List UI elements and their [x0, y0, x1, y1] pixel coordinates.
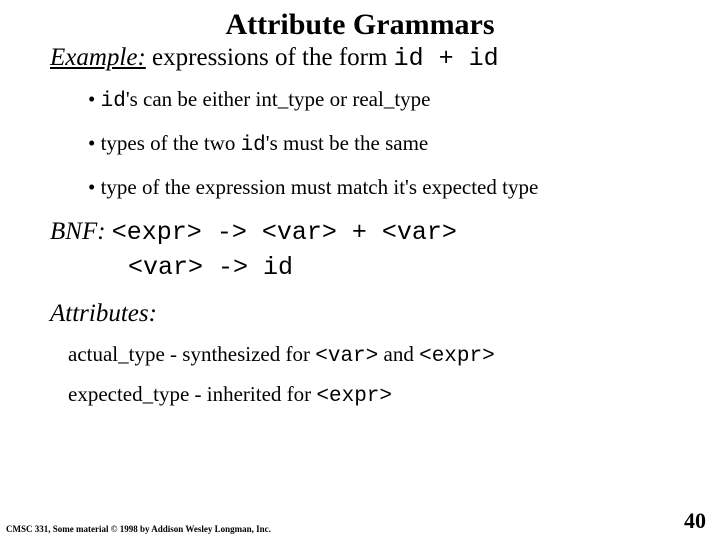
page-number: 40: [684, 508, 706, 534]
bnf-line1: <expr> -> <var> + <var>: [112, 218, 457, 247]
attributes-label: Attributes:: [50, 300, 670, 328]
bullet-code: id: [101, 90, 126, 113]
example-code: id + id: [394, 44, 499, 73]
bullet-prefix: • types of the two: [88, 131, 241, 155]
footer-copyright: CMSC 331, Some material © 1998 by Addiso…: [6, 524, 271, 534]
example-line: Example: expressions of the form id + id: [50, 44, 670, 73]
bullet-item: • id's can be either int_type or real_ty…: [88, 87, 670, 113]
attr1-code1: <var>: [315, 345, 378, 368]
bnf-label: BNF:: [50, 218, 106, 245]
bullet-item: • type of the expression must match it's…: [88, 175, 670, 200]
bullet-prefix: •: [88, 87, 101, 111]
attr1-text: actual_type - synthesized for: [68, 342, 315, 366]
bnf-line2: <var> -> id: [128, 253, 670, 282]
bnf-block: BNF: <expr> -> <var> + <var>: [50, 218, 670, 247]
example-text: expressions of the form: [146, 44, 394, 71]
attribute-line-1: actual_type - synthesized for <var> and …: [68, 342, 670, 368]
bullet-item: • types of the two id's must be the same: [88, 131, 670, 157]
bullet-list: • id's can be either int_type or real_ty…: [88, 87, 670, 200]
slide-title: Attribute Grammars: [50, 8, 670, 42]
bullet-rest: 's must be the same: [266, 131, 428, 155]
attribute-line-2: expected_type - inherited for <expr>: [68, 382, 670, 408]
attr2-code: <expr>: [316, 385, 392, 408]
attr1-mid: and: [378, 342, 419, 366]
bullet-prefix: • type of the expression must match it's…: [88, 175, 538, 199]
attr2-text: expected_type - inherited for: [68, 382, 316, 406]
bullet-code: id: [241, 134, 266, 157]
slide: Attribute Grammars Example: expressions …: [0, 0, 720, 408]
bullet-rest: 's can be either int_type or real_type: [126, 87, 431, 111]
attr1-code2: <expr>: [419, 345, 495, 368]
example-label: Example:: [50, 44, 146, 71]
